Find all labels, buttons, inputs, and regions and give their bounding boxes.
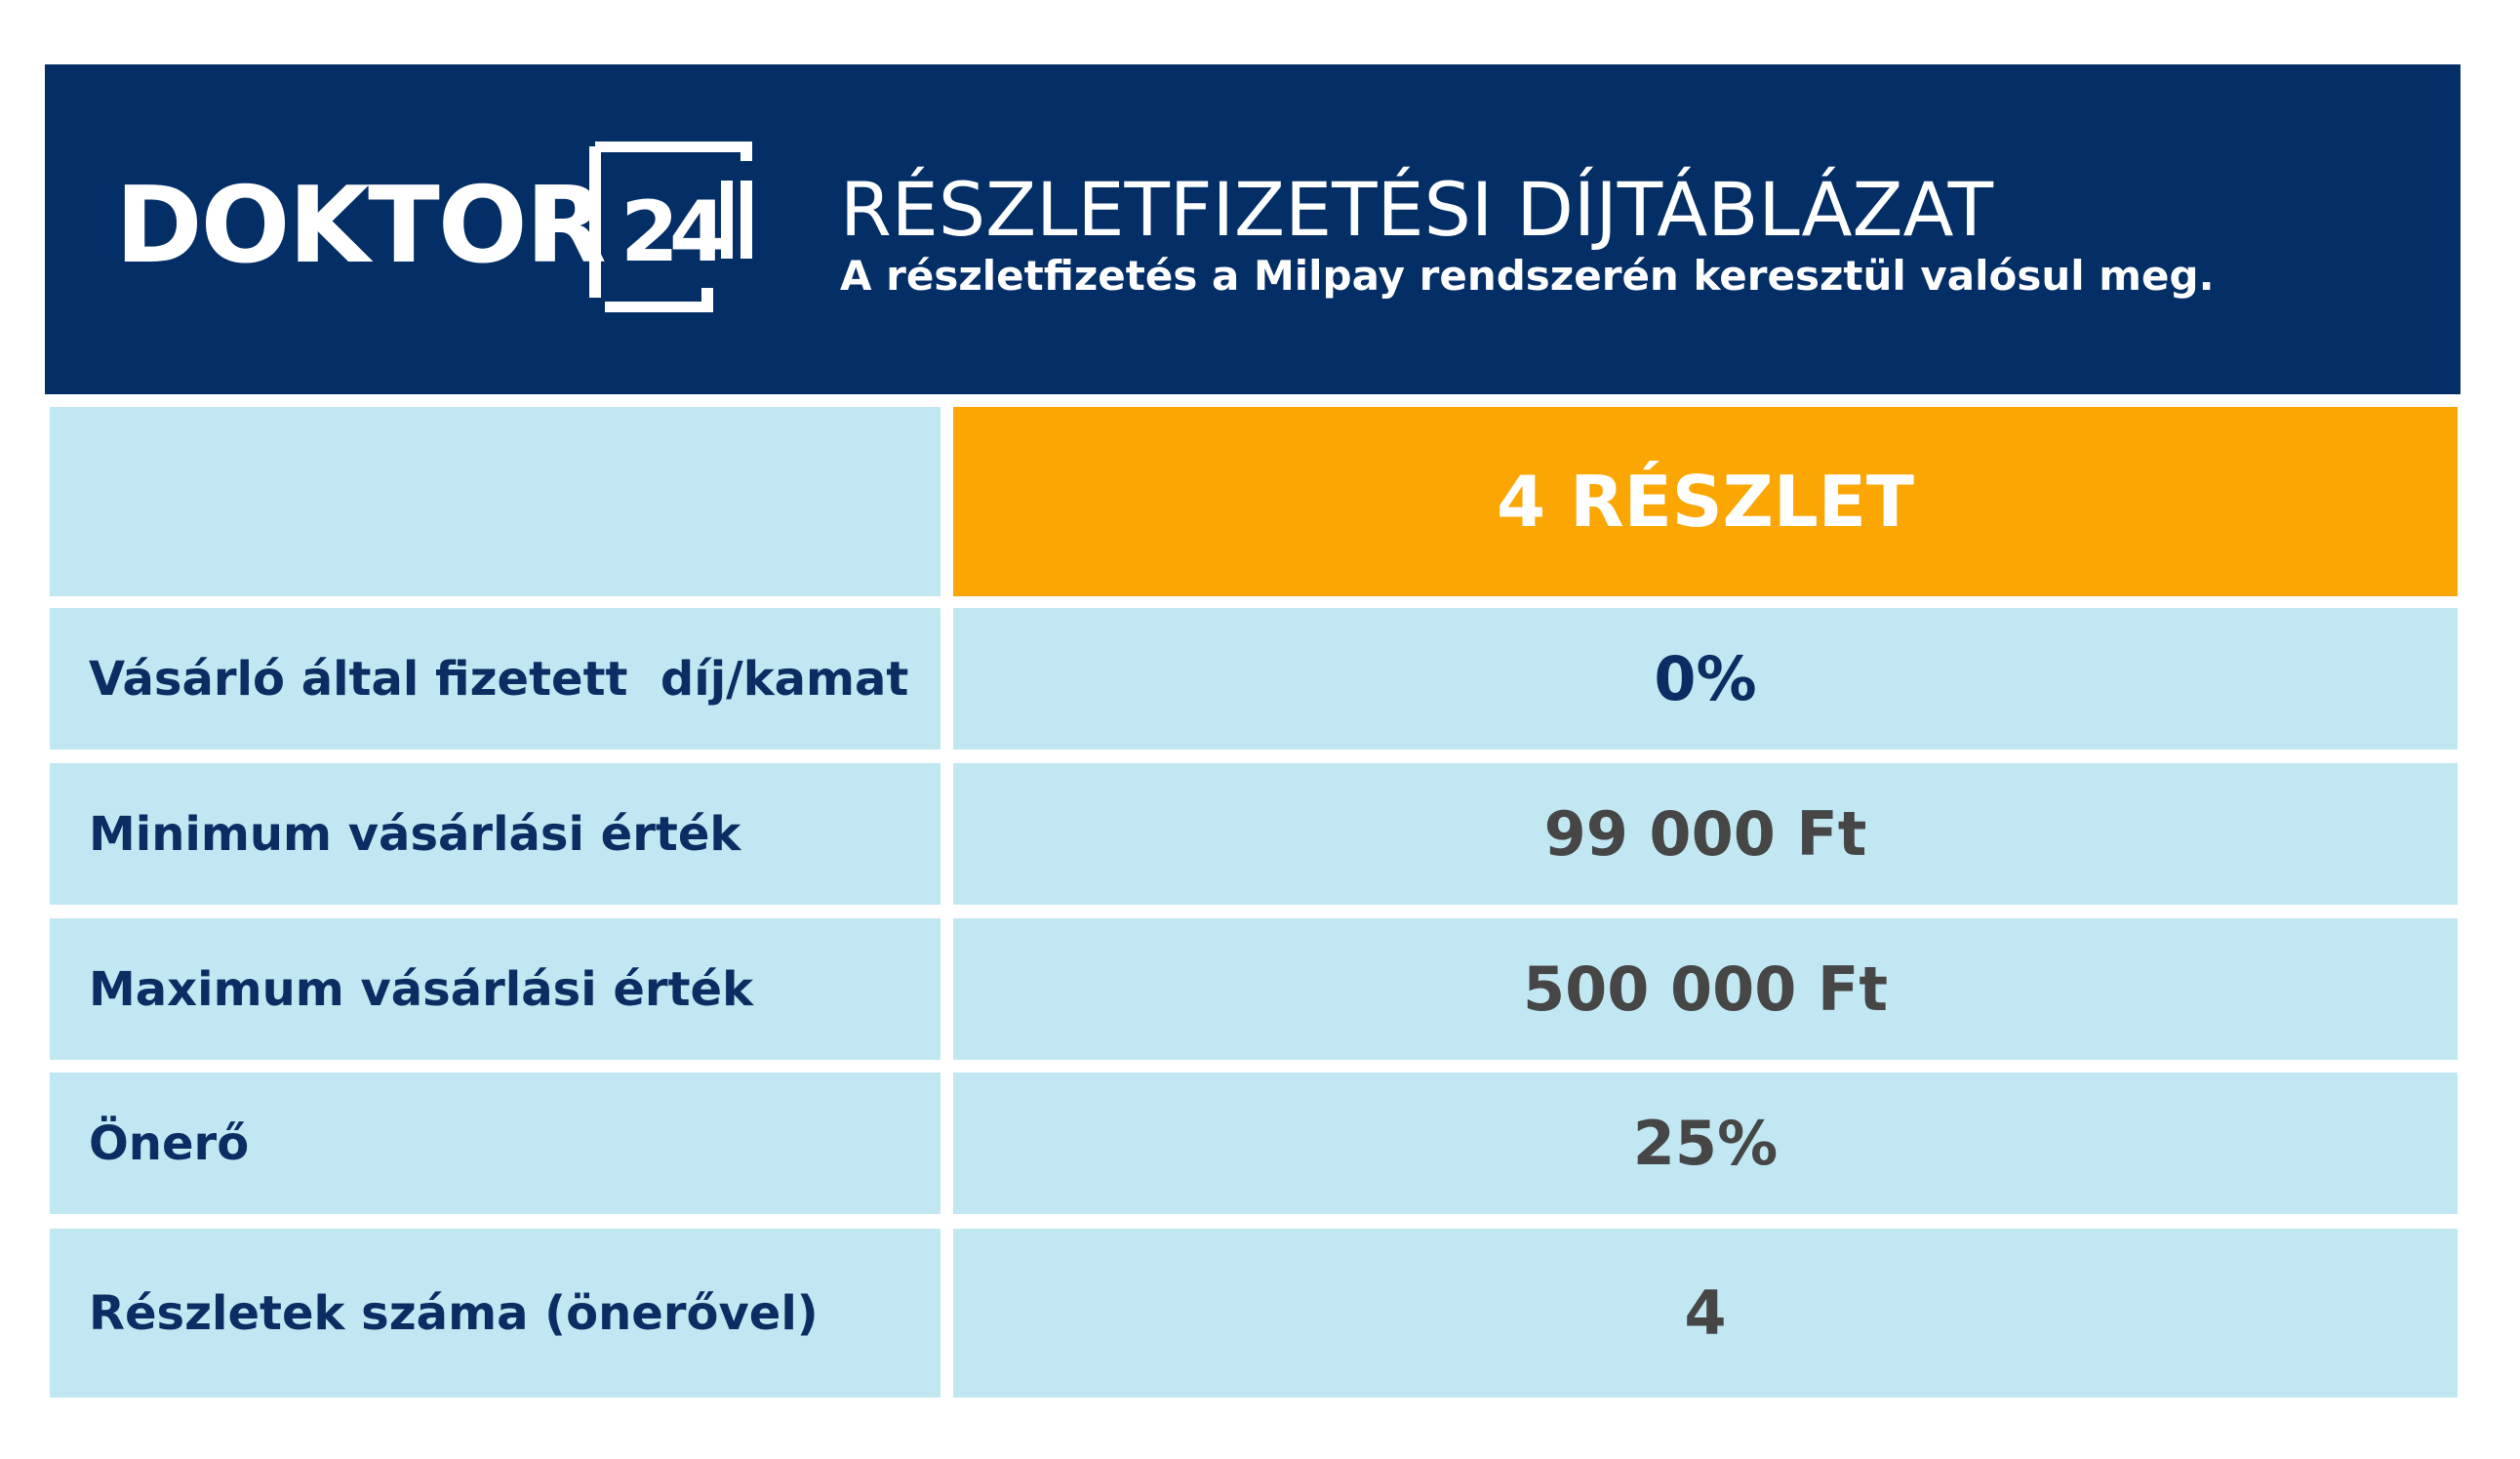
logo-frame bbox=[589, 142, 752, 312]
title: RÉSZLETFIZETÉSI DÍJTÁBLÁZAT bbox=[840, 166, 1994, 253]
row-value: 500 000 Ft bbox=[953, 918, 2458, 1060]
subtitle: A részletfizetés a Milpay rendszerén ker… bbox=[840, 252, 2215, 300]
row-label: Maximum vásárlási érték bbox=[50, 918, 940, 1060]
empty-cell bbox=[50, 407, 940, 596]
row-label: Minimum vásárlási érték bbox=[50, 763, 940, 905]
row-label: Vásárló által fizetett díj/kamat bbox=[50, 608, 940, 750]
logo-brand: DOKTOR bbox=[115, 165, 607, 287]
column-header: 4 RÉSZLET bbox=[953, 407, 2458, 596]
row-label: Önerő bbox=[50, 1073, 940, 1214]
row-value: 4 bbox=[953, 1229, 2458, 1398]
row-value: 0% bbox=[953, 608, 2458, 750]
row-value: 99 000 Ft bbox=[953, 763, 2458, 905]
row-value: 25% bbox=[953, 1073, 2458, 1214]
row-label: Részletek száma (önerővel) bbox=[50, 1229, 940, 1398]
header bbox=[45, 64, 2460, 394]
logo-number: 24 bbox=[620, 183, 728, 281]
